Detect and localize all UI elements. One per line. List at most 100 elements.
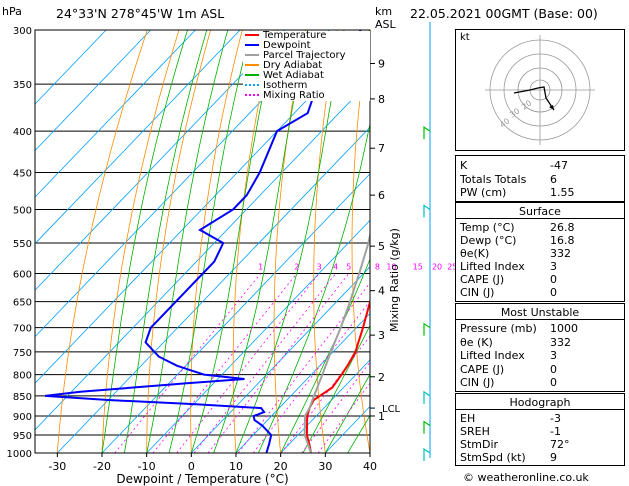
mixing-ratio-label: 15 (413, 263, 423, 272)
dry-adiabat-line (351, 30, 370, 453)
isotherm-line (35, 30, 151, 152)
datetime-title: 22.05.2021 00GMT (Base: 00) (410, 6, 598, 21)
mixing-ratio-line (193, 273, 337, 453)
km-tick-label: 2 (378, 371, 385, 384)
mixing-ratio-label: 8 (375, 263, 380, 272)
table-row: θe (K) 332 (460, 335, 620, 349)
wind-barb (423, 322, 431, 336)
table-row: Dewp (°C) 16.8 (460, 234, 620, 247)
km-tick-label: 7 (378, 142, 385, 155)
mixing-ratio-label: 3 (317, 263, 322, 272)
pressure-tick-label: 850 (13, 392, 32, 403)
temperature-tick-label: -10 (138, 460, 156, 473)
table-row-key: StmDir (460, 438, 499, 451)
km-tick-label: 4 (378, 285, 385, 298)
legend-item: Dry Adiabat (243, 61, 370, 71)
dewpoint-line (44, 30, 362, 453)
pressure-tick-label: 650 (13, 298, 32, 309)
table-row-value: 72° (550, 438, 570, 451)
table-row: CAPE (J) 0 (460, 362, 620, 376)
mixing-ratio-label: 2 (294, 263, 299, 272)
mixing-ratio-line (176, 273, 320, 453)
legend-swatch (245, 74, 259, 76)
table-row-value: 332 (550, 335, 571, 349)
table-row-value: 0 (550, 362, 557, 376)
surface-title: Surface (519, 205, 561, 218)
table-row: Totals Totals 6 (460, 172, 620, 186)
isotherm-line (35, 30, 107, 105)
km-tick-label: 5 (378, 240, 385, 253)
table-row-value: 6 (550, 172, 557, 186)
table-row: SREH -1 (460, 425, 620, 438)
isotherm-line (101, 173, 370, 453)
wet-adiabat-line (235, 30, 345, 453)
mixing-ratio-line (317, 382, 370, 453)
temperature-tick-label: 0 (188, 460, 195, 473)
wet-adiabat-line (168, 30, 252, 453)
table-row: Temp (°C) 26.8 (460, 221, 620, 234)
hodograph-ring-label: 30 (508, 106, 522, 119)
table-row-key: Dewp (°C) (460, 234, 517, 247)
wet-adiabat-line (101, 30, 188, 453)
table-row-value: 332 (550, 247, 571, 260)
table-row-key: Totals Totals (460, 172, 527, 186)
table-row-key: Lifted Index (460, 260, 525, 273)
plot-frame (34, 29, 371, 454)
table-row: Pressure (mb) 1000 (460, 322, 620, 335)
hpa-label: hPa (2, 5, 22, 18)
mixing-ratio-label: 20 (432, 263, 442, 272)
mixing-ratio-axis-label: Mixing Ratio (g/kg) (388, 228, 401, 332)
wet-adiabat-line (280, 257, 370, 453)
table-row: CIN (J) 0 (460, 286, 620, 299)
table-row-value: 0 (550, 273, 557, 286)
pressure-tick-label: 350 (13, 80, 32, 91)
isotherm-line (191, 266, 370, 453)
pressure-tick-label: 450 (13, 168, 32, 179)
legend-label: Wet Adiabat (263, 70, 324, 81)
mixing-ratio-label: 1 (258, 263, 263, 272)
temperature-tick-label: -20 (93, 460, 111, 473)
km-tick-label: 1 (378, 410, 385, 423)
wind-barb (423, 204, 431, 218)
mixing-ratio-label: 4 (333, 263, 338, 272)
hodograph-table: Hodograph EH -3 SREH -1 StmDir 72° StmSpd (kt)… (455, 393, 625, 466)
table-row: EH -3 (460, 412, 620, 425)
hodograph-trace (513, 86, 555, 111)
legend-item: Temperature (243, 31, 370, 41)
temperature-tick-label: 10 (229, 460, 243, 473)
temperature-tick-label: 20 (274, 460, 288, 473)
table-row-key: K (460, 159, 468, 172)
pressure-tick-label: 950 (13, 431, 32, 442)
km-tick-label: 8 (378, 93, 385, 106)
legend-swatch (245, 44, 259, 46)
isotherm-line (35, 30, 241, 245)
isotherm-line (280, 359, 370, 453)
hodograph-table-title: Hodograph (509, 396, 571, 409)
wet-adiabat-line (190, 30, 278, 453)
km-tick-label: 3 (378, 329, 385, 342)
mixing-ratio-label: 10 (386, 263, 396, 272)
wet-adiabat-line (146, 30, 229, 453)
legend-swatch (245, 84, 259, 86)
table-row-value: 1000 (550, 322, 578, 335)
table-row: Lifted Index 3 (460, 260, 620, 273)
table-row-key: θe(K) (460, 247, 490, 260)
table-row: Lifted Index 3 (460, 349, 620, 362)
hodograph-ring-label: 40 (498, 116, 512, 129)
pressure-tick-label: 550 (13, 239, 32, 250)
km-label: km (375, 5, 393, 18)
isotherm-line (35, 30, 196, 198)
isotherm-line (235, 312, 370, 453)
temperature-tick-label: 40 (363, 460, 377, 473)
pressure-tick-label: 400 (13, 127, 32, 138)
mixing-ratio-label: 25 (447, 263, 457, 272)
legend: Temperature Dewpoint Parcel Trajectory Dry … (243, 31, 370, 101)
legend-label: Temperature (263, 30, 327, 41)
table-row-value: 3 (550, 260, 557, 273)
table-row-key: Pressure (mb) (460, 322, 537, 335)
table-row-value: 3 (550, 349, 557, 362)
table-row-key: Temp (°C) (460, 221, 515, 234)
pressure-tick-label: 1000 (7, 449, 32, 460)
dry-adiabat-line (146, 30, 211, 453)
